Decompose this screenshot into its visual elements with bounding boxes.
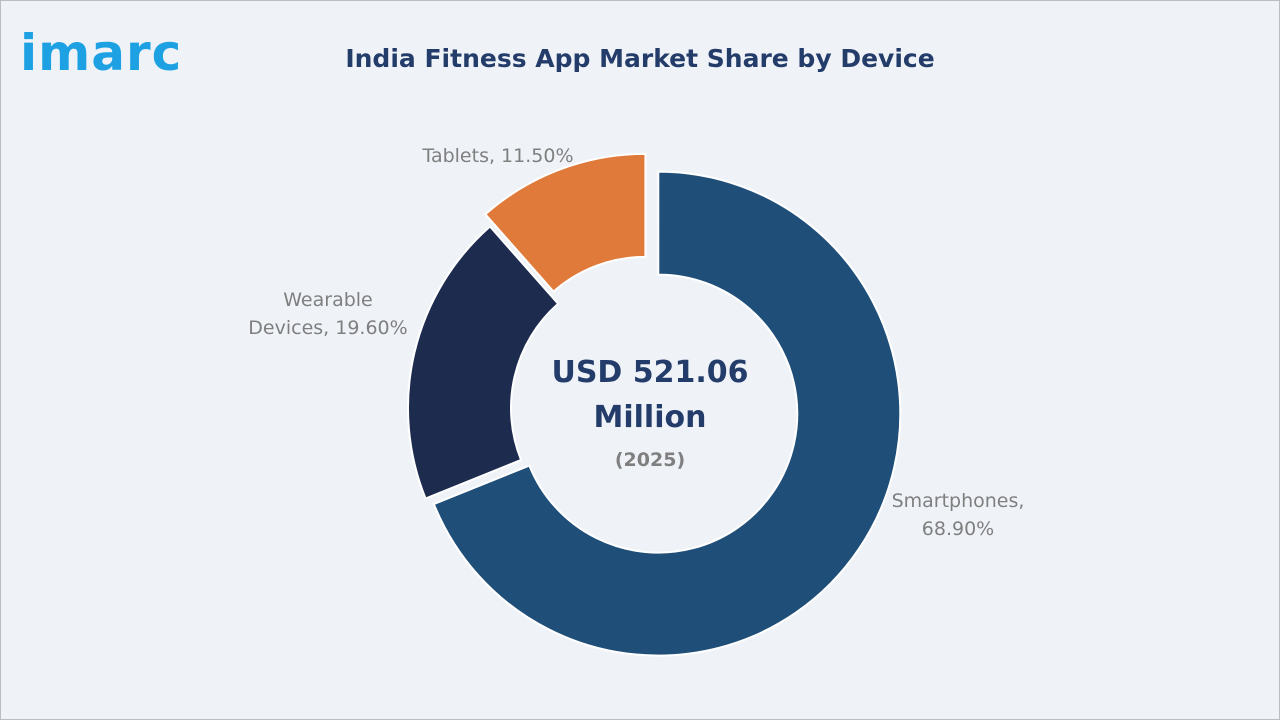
imarc-logo: imarc [20,24,183,82]
slice-smartphones [432,170,902,657]
center-year: (2025) [615,449,685,471]
chart-title: India Fitness App Market Share by Device [0,44,1280,73]
slice-label-wearable-devices: Wearable Devices, 19.60% [248,289,407,339]
slice-wearable-devices [407,225,560,500]
center-value: USD 521.06 [551,355,748,390]
slice-label-smartphones: Smartphones, 68.90% [892,490,1025,540]
slice-tablets [483,152,647,293]
slice-label-tablets: Tablets, 11.50% [421,145,573,167]
center-unit: Million [594,400,707,435]
chart-title-text: India Fitness App Market Share by Device [345,44,935,73]
